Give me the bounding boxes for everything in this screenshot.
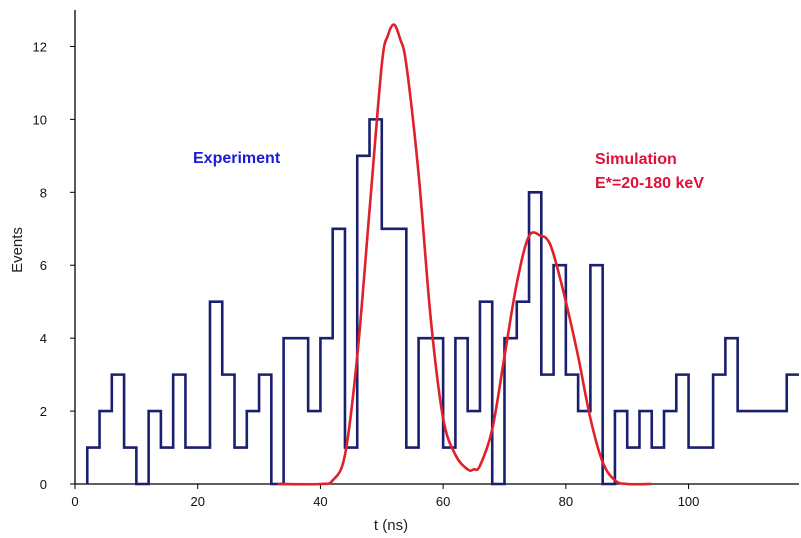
annotation-experiment: Experiment bbox=[193, 150, 281, 167]
x-tick-label: 100 bbox=[678, 494, 700, 509]
x-tick-label: 0 bbox=[71, 494, 78, 509]
x-tick-label: 40 bbox=[313, 494, 327, 509]
y-tick-label: 2 bbox=[40, 404, 47, 419]
annotation-simulation: Simulation bbox=[595, 151, 677, 168]
y-tick-label: 10 bbox=[33, 112, 47, 127]
series-layer bbox=[85, 23, 799, 486]
x-tick-label: 20 bbox=[190, 494, 204, 509]
y-tick-label: 4 bbox=[40, 331, 47, 346]
annotation-energy-range: E*=20-180 keV bbox=[595, 175, 704, 192]
axes bbox=[74, 10, 799, 485]
x-axis-label: t (ns) bbox=[374, 517, 408, 534]
y-axis-label: Events bbox=[9, 227, 26, 273]
x-tick-label: 60 bbox=[436, 494, 450, 509]
experiment-histogram-line bbox=[85, 118, 799, 486]
x-ticks: 0 20 40 60 80 100 bbox=[71, 484, 699, 509]
y-tick-label: 0 bbox=[40, 477, 47, 492]
simulation-curve-line bbox=[277, 23, 652, 486]
y-ticks: 0 2 4 6 8 10 12 bbox=[33, 39, 75, 492]
y-tick-label: 12 bbox=[33, 39, 47, 54]
x-tick-label: 80 bbox=[559, 494, 573, 509]
y-tick-label: 6 bbox=[40, 258, 47, 273]
y-tick-label: 8 bbox=[40, 185, 47, 200]
